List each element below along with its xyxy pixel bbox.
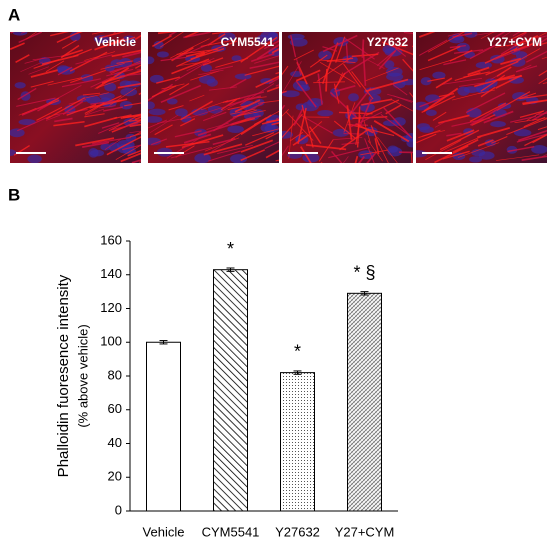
y-tick-label: 60	[108, 401, 122, 416]
fiber	[114, 16, 143, 33]
significance-label: * §	[353, 262, 375, 282]
y-tick-label: 120	[100, 300, 122, 315]
nucleus	[194, 153, 211, 163]
nucleus	[227, 125, 244, 133]
y-tick-label: 100	[100, 334, 122, 349]
nucleus	[288, 34, 305, 40]
bar	[348, 293, 382, 511]
y-tick-label: 160	[100, 232, 122, 247]
nucleus	[469, 156, 482, 162]
nucleus	[149, 109, 166, 116]
fiber	[362, 39, 363, 57]
nucleus	[27, 155, 42, 164]
image-label: Vehicle	[95, 35, 137, 49]
fiber	[454, 19, 479, 32]
bar	[147, 342, 181, 511]
nucleus	[348, 93, 359, 101]
y-tick-label: 40	[108, 435, 122, 450]
nucleus	[144, 56, 154, 64]
nucleus	[476, 62, 492, 69]
y-axis-label: (% above vehicle)	[75, 324, 90, 427]
nucleus	[145, 101, 155, 109]
image-label: Y27632	[367, 35, 409, 49]
y-tick-label: 80	[108, 367, 122, 382]
nucleus	[419, 126, 434, 133]
y-tick-label: 20	[108, 469, 122, 484]
nucleus	[88, 148, 98, 158]
fiber	[21, 21, 62, 34]
fiber	[321, 163, 346, 184]
image-label: CYM5541	[221, 35, 275, 49]
micrograph-content	[254, 32, 444, 193]
x-tick-label: Y27+CYM	[335, 524, 395, 539]
fiber	[537, 23, 548, 32]
fiber	[77, 21, 114, 34]
micrograph: Y27632	[254, 32, 444, 193]
nucleus	[175, 108, 188, 116]
micrograph: Y27+CYM	[409, 19, 548, 163]
nucleus	[15, 82, 26, 88]
fiber	[326, 69, 327, 92]
x-tick-label: Y27632	[275, 524, 320, 539]
y-tick-label: 140	[100, 266, 122, 281]
image-row: Vehicle CYM5541 Y27632 Y27+CYM	[4, 16, 548, 193]
significance-label: *	[294, 342, 301, 362]
bar	[281, 373, 315, 511]
y-axis-label: Phalloidin fuoresence intensity	[55, 274, 72, 477]
nucleus	[157, 51, 169, 57]
panel-label: B	[8, 185, 20, 204]
fiber	[11, 26, 27, 33]
nucleus	[317, 110, 333, 116]
bar-chart: 0 20 40 60 80 100 120 140 160 Phalloidin fuoresen…	[55, 232, 398, 539]
nucleus	[318, 50, 332, 60]
panel-label: A	[8, 5, 20, 24]
fiber	[225, 21, 251, 32]
nucleus	[9, 128, 25, 137]
nucleus	[104, 83, 116, 92]
y-tick-label: 0	[115, 502, 122, 517]
nucleus	[333, 129, 350, 137]
bar	[214, 270, 248, 511]
significance-label: *	[227, 239, 234, 259]
nucleus	[426, 110, 437, 116]
nucleus	[99, 93, 115, 100]
nucleus	[490, 121, 506, 127]
image-label: Y27+CYM	[487, 35, 542, 49]
nucleus	[144, 116, 162, 123]
x-tick-label: CYM5541	[202, 524, 260, 539]
x-tick-label: Vehicle	[143, 524, 185, 539]
